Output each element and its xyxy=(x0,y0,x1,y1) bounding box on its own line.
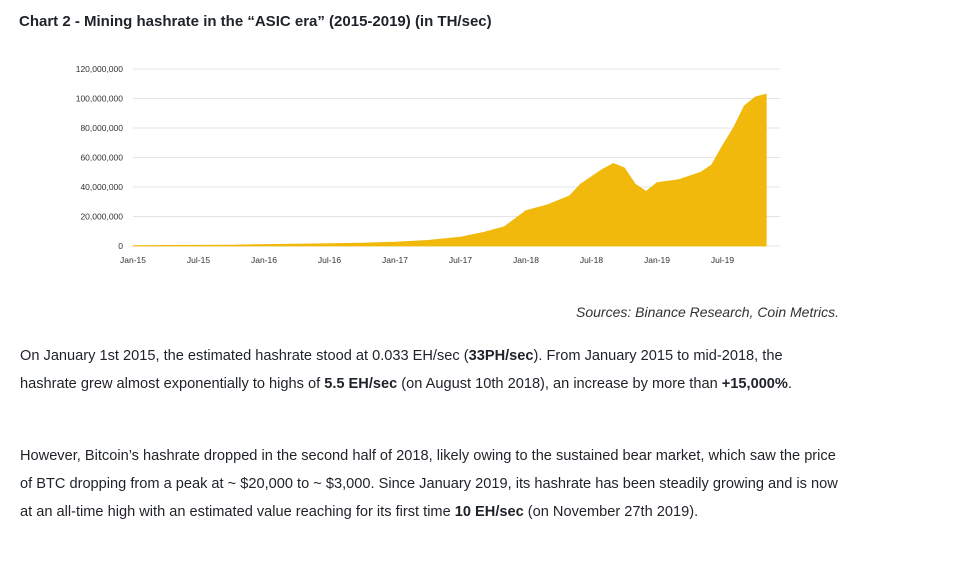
y-tick-label: 0 xyxy=(118,241,123,251)
x-tick-label: Jan-19 xyxy=(644,255,670,265)
x-tick-label: Jul-19 xyxy=(711,255,734,265)
paragraph-2-text-1: However, Bitcoin’s hashrate dropped in t… xyxy=(20,448,838,520)
hashrate-chart: 0 20,000,000 40,000,000 60,000,000 80,000,00… xyxy=(58,56,788,274)
y-tick-label: 80,000,000 xyxy=(80,123,123,133)
y-tick-label: 120,000,000 xyxy=(76,64,124,74)
paragraph-1-text-1: On January 1st 2015, the estimated hashr… xyxy=(20,348,469,364)
paragraph-2-text-2: (on November 27th 2019). xyxy=(523,504,699,520)
x-tick-label: Jan-16 xyxy=(251,255,277,265)
paragraph-1-bold-2: 5.5 EH/sec xyxy=(324,376,398,392)
x-tick-label: Jul-16 xyxy=(318,255,341,265)
x-tick-label: Jul-17 xyxy=(449,255,472,265)
chart-source: Sources: Binance Research, Coin Metrics. xyxy=(576,304,839,320)
paragraph-1-bold-3: +15,000% xyxy=(721,376,788,392)
x-tick-label: Jan-17 xyxy=(382,255,408,265)
paragraph-2: However, Bitcoin’s hashrate dropped in t… xyxy=(20,442,840,526)
paragraph-1-text-3: (on August 10th 2018), an increase by mo… xyxy=(397,376,722,392)
chart-title: Chart 2 - Mining hashrate in the “ASIC e… xyxy=(19,13,492,30)
paragraph-2-bold-1: 10 EH/sec xyxy=(454,504,524,520)
paragraph-1-text-4: . xyxy=(787,376,792,392)
paragraph-1-text-2: ). From January 2015 to mid-2018, the ha… xyxy=(20,348,783,392)
y-tick-label: 100,000,000 xyxy=(76,94,124,104)
y-tick-label: 20,000,000 xyxy=(80,212,123,222)
x-tick-label: Jul-15 xyxy=(187,255,210,265)
y-tick-label: 40,000,000 xyxy=(80,182,123,192)
x-tick-label: Jan-18 xyxy=(513,255,539,265)
y-tick-label: 60,000,000 xyxy=(80,153,123,163)
paragraph-1-bold-1: 33PH/sec xyxy=(468,348,534,364)
hashrate-area-series xyxy=(132,93,767,247)
hashrate-chart-svg: 0 20,000,000 40,000,000 60,000,000 80,000,00… xyxy=(76,64,780,265)
x-tick-label: Jan-15 xyxy=(120,255,146,265)
paragraph-1: On January 1st 2015, the estimated hashr… xyxy=(20,342,840,398)
x-tick-label: Jul-18 xyxy=(580,255,603,265)
